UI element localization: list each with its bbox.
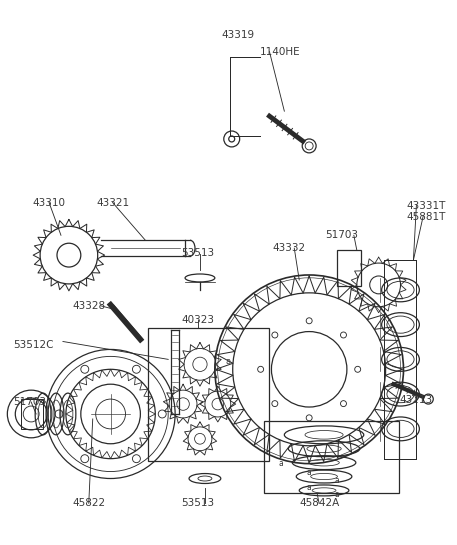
Bar <box>21 399 43 429</box>
Bar <box>265 421 399 493</box>
Text: 43319: 43319 <box>221 30 254 40</box>
Text: 43310: 43310 <box>32 197 65 208</box>
Text: 40323: 40323 <box>181 314 214 325</box>
Text: 43331T: 43331T <box>406 201 446 210</box>
Text: 53513: 53513 <box>181 248 214 258</box>
Text: 43332: 43332 <box>273 243 306 253</box>
Text: a: a <box>335 490 340 499</box>
Text: 45822: 45822 <box>72 498 105 508</box>
Text: 51703: 51703 <box>13 397 46 407</box>
Bar <box>337 250 361 286</box>
Text: 45842A: 45842A <box>299 498 339 508</box>
Text: a: a <box>307 483 312 493</box>
Text: 53513: 53513 <box>181 498 214 508</box>
Text: 45881T: 45881T <box>406 213 446 222</box>
Text: 53512C: 53512C <box>13 340 54 349</box>
Text: 43213: 43213 <box>400 395 433 405</box>
Text: a: a <box>225 358 230 366</box>
Text: a: a <box>279 459 284 468</box>
Text: a: a <box>307 468 312 476</box>
Text: a: a <box>335 476 340 485</box>
Text: 51703: 51703 <box>325 231 358 240</box>
Text: 43328: 43328 <box>72 301 105 311</box>
Bar <box>149 328 270 461</box>
Text: 1140HE: 1140HE <box>260 47 300 57</box>
Text: 43321: 43321 <box>96 197 129 208</box>
